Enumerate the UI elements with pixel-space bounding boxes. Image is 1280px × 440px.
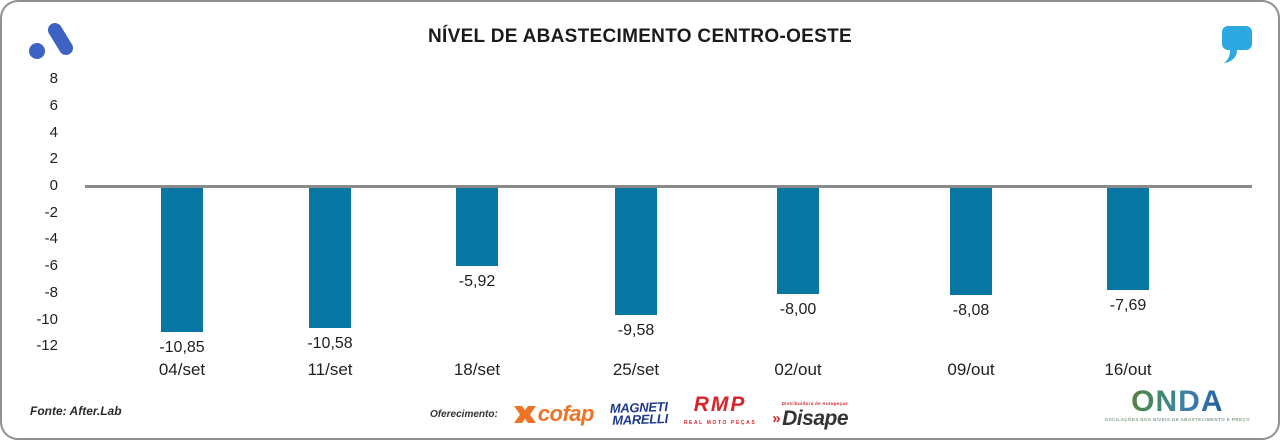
bar — [456, 187, 498, 267]
onda-tagline: OSCILAÇÕES NOS NÍVEIS DE ABASTECIMENTO E… — [1104, 417, 1250, 422]
bar-value-label: -5,92 — [458, 273, 496, 291]
x-axis-label: 25/set — [612, 360, 660, 379]
bar-value-label: -10,85 — [159, 338, 205, 356]
page-title: NÍVEL DE ABASTECIMENTO CENTRO-OESTE — [428, 26, 852, 47]
disape-logo: » Distribuidora de Autopeças Disape — [772, 400, 848, 429]
zero-axis-line — [85, 185, 1252, 188]
sponsors-row: Oferecimento: cofap MAGNETI MARELLI RMP … — [430, 393, 849, 432]
y-tick-label: 2 — [49, 150, 58, 168]
sponsor-label: Oferecimento: — [430, 408, 498, 420]
bar — [161, 187, 203, 332]
bar-value-label: -10,58 — [307, 335, 353, 353]
onda-text: ONDA — [1131, 385, 1224, 418]
x-axis-label: 18/set — [453, 360, 501, 379]
y-tick-label: 0 — [49, 177, 58, 194]
x-axis-label: 09/out — [947, 360, 995, 379]
rmp-text: RMP — [693, 393, 747, 416]
cofap-x-icon — [513, 405, 536, 423]
y-tick-label: 8 — [49, 70, 58, 88]
cofap-logo: cofap — [513, 401, 595, 427]
x-axis-label: 02/out — [774, 360, 822, 379]
magneti-marelli-logo: MAGNETI MARELLI — [610, 399, 669, 428]
disape-text: Disape — [782, 406, 849, 430]
disape-subtext: Distribuidora de Autopeças — [781, 400, 849, 406]
rmp-logo: RMP REAL MOTO PEÇAS — [683, 393, 757, 432]
bar — [1107, 187, 1149, 290]
bar — [309, 187, 351, 329]
y-tick-label: -6 — [44, 257, 58, 275]
source-note: Fonte: After.Lab — [30, 404, 122, 418]
x-axis-label: 11/set — [307, 360, 353, 379]
bar-value-label: -7,69 — [1109, 296, 1147, 314]
bar-value-label: -8,08 — [952, 301, 990, 319]
quote-mark-icon — [1222, 26, 1252, 63]
disape-chevron-icon: » — [772, 409, 781, 427]
y-tick-label: -12 — [36, 337, 58, 355]
afterlab-logo-icon — [29, 23, 73, 59]
bar-value-label: -9,58 — [617, 321, 655, 339]
bar — [777, 187, 819, 294]
rmp-subtext: REAL MOTO PEÇAS — [683, 420, 757, 426]
bar — [950, 187, 992, 295]
y-tick-label: -4 — [44, 230, 58, 248]
bar-value-label: -8,00 — [779, 300, 817, 318]
y-tick-label: -2 — [44, 203, 58, 221]
y-tick-label: 6 — [49, 96, 58, 114]
cofap-text: cofap — [537, 401, 595, 426]
onda-logo: ONDA OSCILAÇÕES NOS NÍVEIS DE ABASTECIME… — [1104, 385, 1250, 423]
x-axis-label: 04/set — [158, 360, 206, 379]
magneti-line2: MARELLI — [611, 410, 669, 428]
y-tick-label: 4 — [49, 123, 58, 141]
x-axis-label: 16/out — [1104, 360, 1152, 379]
bar — [615, 187, 657, 315]
y-tick-label: -8 — [44, 283, 58, 301]
y-tick-label: -10 — [36, 310, 58, 328]
